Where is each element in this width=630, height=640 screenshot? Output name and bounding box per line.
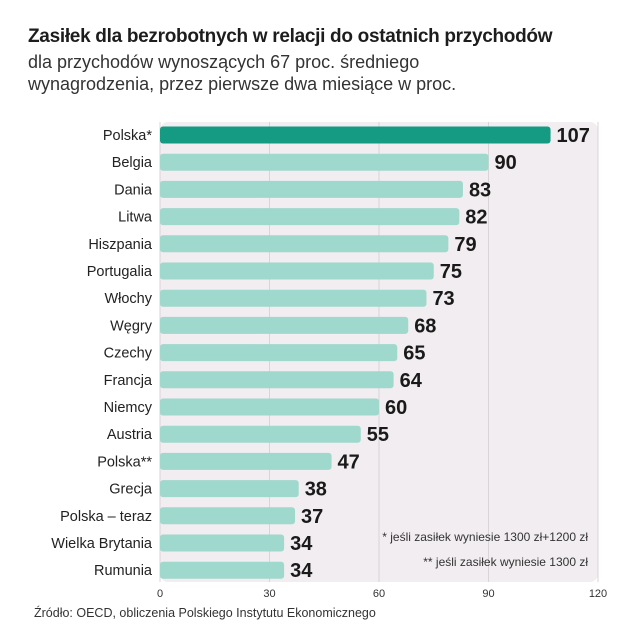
value-label: 55	[367, 424, 389, 446]
value-label: 79	[454, 234, 476, 256]
category-label: Węgry	[110, 318, 153, 334]
category-label: Francja	[104, 373, 153, 389]
bar	[160, 262, 434, 280]
value-label: 47	[338, 451, 360, 473]
category-label: Austria	[107, 427, 153, 443]
value-label: 83	[469, 179, 491, 201]
chart-subtitle: dla przychodów wynoszących 67 proc. śred…	[28, 52, 457, 94]
bar	[160, 452, 332, 470]
category-label: Grecja	[109, 482, 153, 498]
value-label: 38	[305, 479, 327, 501]
value-label: 68	[414, 315, 436, 337]
bar	[160, 289, 427, 307]
bars	[160, 126, 551, 579]
value-label: 64	[400, 370, 423, 392]
footnote-1: * jeśli zasiłek wyniesie 1300 zł+1200 zł	[382, 530, 588, 544]
x-tick-label: 120	[589, 588, 607, 600]
x-axis-ticks: 0 30 60 90 120	[157, 588, 607, 600]
category-label: Hiszpania	[88, 237, 153, 253]
chart-title: Zasiłek dla bezrobotnych w relacji do os…	[28, 26, 553, 47]
category-label: Portugalia	[87, 264, 153, 280]
bar	[160, 561, 285, 579]
source-note: Źródło: OECD, obliczenia Polskiego Insty…	[34, 606, 376, 620]
value-label: 65	[403, 343, 425, 365]
x-tick-label: 60	[373, 588, 385, 600]
value-label: 90	[495, 152, 517, 174]
bar	[160, 153, 489, 171]
value-label: 34	[290, 533, 313, 555]
category-label: Polska**	[97, 454, 152, 470]
bar	[160, 534, 285, 552]
bar	[160, 126, 551, 144]
value-label: 34	[290, 560, 313, 582]
bar	[160, 180, 463, 198]
category-label: Litwa	[118, 210, 153, 226]
value-label: 60	[385, 397, 407, 419]
value-label: 82	[465, 207, 487, 229]
category-label: Wielka Brytania	[51, 536, 153, 552]
bar	[160, 235, 449, 253]
bar	[160, 507, 296, 525]
value-label: 75	[440, 261, 462, 283]
category-labels: Polska* Belgia Dania Litwa Hiszpania Portugal…	[51, 128, 153, 579]
bar	[160, 344, 398, 362]
value-label: 37	[301, 506, 323, 528]
category-label: Dania	[114, 182, 153, 198]
category-label: Włochy	[104, 291, 152, 307]
category-label: Polska – teraz	[60, 509, 152, 525]
bar	[160, 425, 361, 443]
bar	[160, 208, 460, 226]
bar	[160, 316, 409, 334]
bar	[160, 371, 394, 389]
bar	[160, 480, 299, 498]
category-label: Polska*	[103, 128, 153, 144]
category-label: Niemcy	[104, 400, 153, 416]
category-label: Belgia	[112, 155, 153, 171]
category-label: Czechy	[104, 346, 153, 362]
bar	[160, 398, 379, 416]
value-label: 73	[432, 288, 454, 310]
value-label: 107	[557, 125, 590, 147]
x-tick-label: 0	[157, 588, 163, 600]
footnote-2: ** jeśli zasiłek wyniesie 1300 zł	[423, 555, 588, 569]
x-tick-label: 30	[263, 588, 275, 600]
x-tick-label: 90	[482, 588, 494, 600]
category-label: Rumunia	[94, 563, 153, 579]
